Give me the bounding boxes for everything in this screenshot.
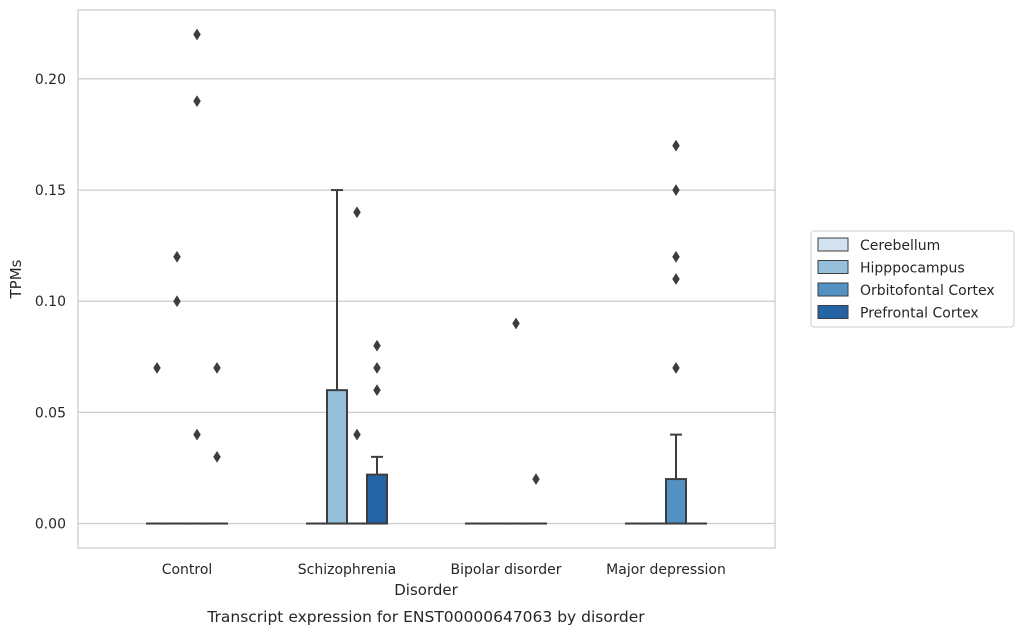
box-body [326, 389, 348, 525]
y-axis-label: TPMs [7, 259, 25, 299]
legend-label: Prefrontal Cortex [860, 306, 979, 322]
outlier-marker [213, 361, 221, 374]
outlier-marker [373, 384, 381, 397]
y-tick-label: 0.15 [35, 183, 66, 199]
legend-swatch [817, 282, 849, 297]
x-tick-label: Control [162, 562, 213, 578]
x-tick-labels: Control Schizophrenia Bipolar disorder Majo… [162, 562, 726, 578]
chart-caption: Transcript expression for ENST0000064706… [206, 608, 645, 626]
y-tick-label: 0.05 [35, 405, 66, 421]
outlier-layer [153, 28, 680, 486]
box-layer [146, 189, 707, 525]
outlier-marker [373, 339, 381, 352]
outlier-marker [193, 428, 201, 441]
plot-area [78, 10, 775, 548]
y-tick-label: 0.20 [35, 72, 66, 88]
box-body [366, 473, 388, 525]
box-body [665, 478, 687, 525]
outlier-marker [173, 250, 181, 263]
outlier-marker [512, 317, 520, 330]
outlier-marker [193, 95, 201, 108]
legend-label: Orbitofontal Cortex [860, 283, 995, 299]
legend-swatch [817, 260, 849, 274]
outlier-marker [373, 361, 381, 374]
x-axis-label: Disorder [394, 581, 458, 599]
plot-frame [77, 9, 776, 549]
y-tick-labels: 0.00 0.05 0.10 0.15 0.20 [35, 72, 66, 533]
outlier-marker [353, 428, 361, 441]
x-tick-label: Bipolar disorder [450, 562, 561, 578]
outlier-marker [672, 273, 680, 285]
x-tick-label: Schizophrenia [298, 562, 396, 578]
outlier-marker [193, 28, 201, 41]
outlier-marker [153, 361, 161, 374]
y-tick-label: 0.00 [35, 517, 66, 533]
box [665, 433, 687, 525]
outlier-marker [672, 361, 680, 374]
legend: Cerebellum Hipppocampus Orbitofontal Corte… [810, 230, 1015, 328]
box [366, 455, 388, 525]
legend-swatch [817, 305, 849, 319]
x-tick-label: Major depression [606, 562, 726, 578]
legend-frame [810, 230, 1015, 328]
legend-label: Cerebellum [860, 238, 940, 254]
outlier-marker [672, 250, 680, 263]
outlier-marker [173, 295, 181, 308]
outlier-marker [672, 184, 680, 197]
outlier-marker [672, 139, 680, 152]
outlier-marker [213, 450, 221, 463]
box [326, 189, 348, 525]
outlier-marker [353, 206, 361, 219]
outlier-marker [532, 473, 540, 486]
y-tick-label: 0.10 [35, 294, 66, 310]
legend-label: Hipppocampus [860, 261, 965, 277]
legend-swatch [817, 237, 849, 252]
